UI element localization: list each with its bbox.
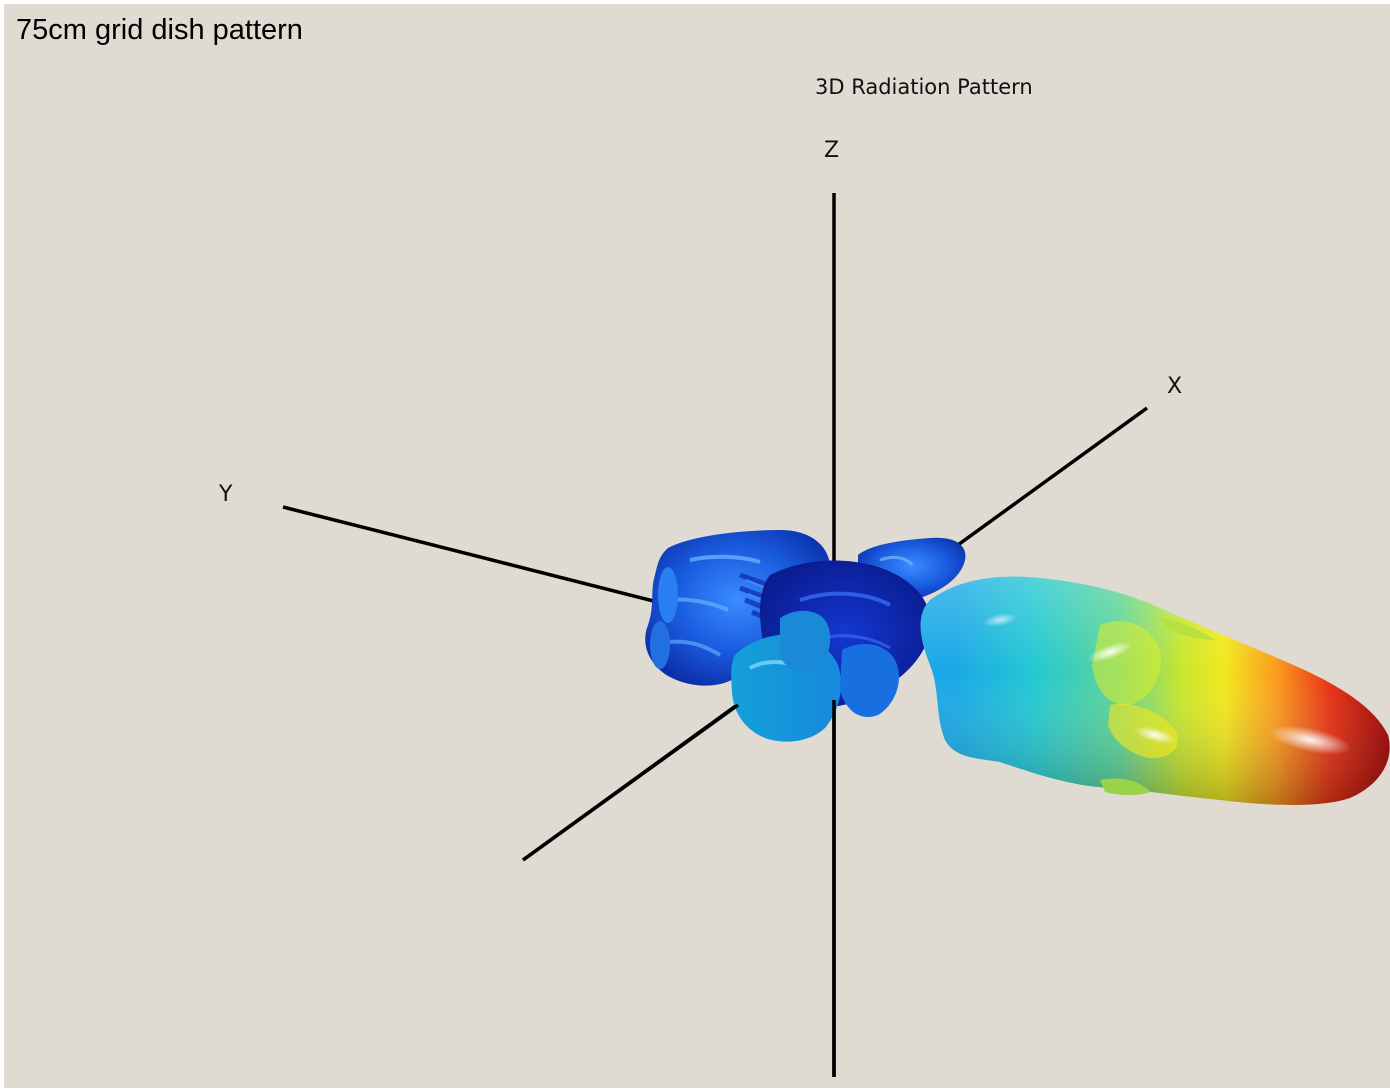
main-lobe [920,576,1390,805]
x-axis-front-segment [521,703,740,862]
figure-canvas: 75cm grid dish pattern [4,4,1390,1088]
page-title: 75cm grid dish pattern [16,14,303,46]
x-axis-label: X [1167,374,1182,399]
y-axis-label: Y [218,482,233,507]
z-axis-label: Z [824,138,839,163]
lower-side-lobes [731,610,899,742]
plot-title: 3D Radiation Pattern [815,75,1033,99]
radiation-pattern-3d: 3D Radiation Pattern Z X Y [218,75,1390,1077]
